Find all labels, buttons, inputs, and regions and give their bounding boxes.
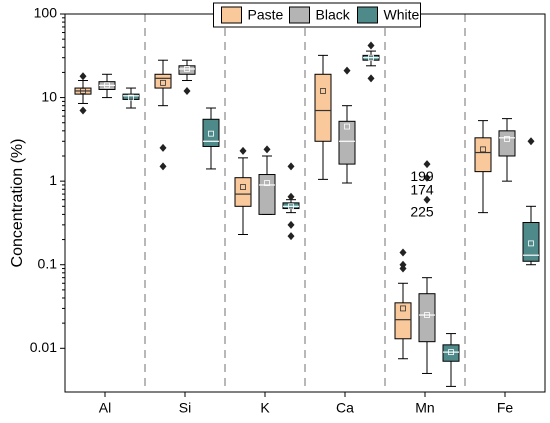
mean xyxy=(288,203,294,210)
x-tick-label: Ca xyxy=(336,400,354,416)
legend-swatch xyxy=(289,6,310,24)
outlier xyxy=(527,137,535,146)
mean xyxy=(240,184,246,190)
box xyxy=(394,302,412,340)
box xyxy=(338,120,356,165)
box xyxy=(522,222,540,262)
outlier xyxy=(263,145,271,154)
outlier xyxy=(399,248,407,257)
y-tick-label: 0.01 xyxy=(30,339,57,355)
legend-frame xyxy=(213,2,421,28)
mean xyxy=(528,240,534,247)
outlier xyxy=(343,66,351,75)
mean xyxy=(104,82,110,89)
legend-swatch xyxy=(221,6,242,24)
y-tick-label: 10 xyxy=(41,88,57,104)
mean xyxy=(264,180,270,186)
mean xyxy=(424,312,430,318)
legend-swatch xyxy=(357,6,378,24)
mean xyxy=(160,79,166,86)
legend-label: Black xyxy=(316,7,351,23)
mean xyxy=(480,146,486,153)
outlier xyxy=(423,160,431,169)
y-tick-label: 100 xyxy=(34,5,58,21)
outlier xyxy=(423,173,431,182)
outlier xyxy=(423,195,431,204)
box xyxy=(122,93,140,100)
annotation: 225 xyxy=(410,203,434,219)
legend-label: White xyxy=(384,7,420,23)
y-axis-label: Concentration (%) xyxy=(9,139,26,268)
outlier xyxy=(159,162,167,171)
outlier xyxy=(79,72,87,81)
outlier xyxy=(159,143,167,152)
mean xyxy=(368,54,374,61)
outlier xyxy=(399,264,407,273)
mean xyxy=(400,305,406,312)
x-tick-label: Si xyxy=(179,400,191,416)
legend-label: Paste xyxy=(248,7,284,23)
box xyxy=(442,344,460,362)
x-tick-label: K xyxy=(260,400,270,416)
outlier xyxy=(287,162,295,171)
mean xyxy=(344,123,350,130)
mean xyxy=(184,66,190,72)
x-tick-label: Mn xyxy=(415,400,434,416)
box xyxy=(178,65,196,75)
outlier xyxy=(183,86,191,95)
outlier xyxy=(79,106,87,115)
x-tick-label: Fe xyxy=(497,400,514,416)
box xyxy=(202,118,220,147)
box xyxy=(314,73,332,142)
mean xyxy=(448,349,454,356)
mean xyxy=(320,88,326,94)
outlier xyxy=(239,146,247,155)
box xyxy=(154,73,172,89)
mean xyxy=(504,136,510,142)
box xyxy=(474,137,492,173)
annotation: 174 xyxy=(410,181,434,197)
y-tick-label: 1 xyxy=(49,172,57,188)
box xyxy=(498,130,516,157)
outlier xyxy=(287,232,295,241)
outlier xyxy=(287,220,295,229)
annotation: 199 xyxy=(410,168,434,184)
y-tick-label: 0.1 xyxy=(38,255,58,271)
outlier xyxy=(287,192,295,201)
mean xyxy=(128,94,134,101)
outlier xyxy=(367,41,375,50)
box xyxy=(234,177,252,207)
x-tick-label: Al xyxy=(99,400,111,416)
mean xyxy=(80,88,86,94)
mean xyxy=(208,130,214,137)
outlier xyxy=(367,74,375,83)
